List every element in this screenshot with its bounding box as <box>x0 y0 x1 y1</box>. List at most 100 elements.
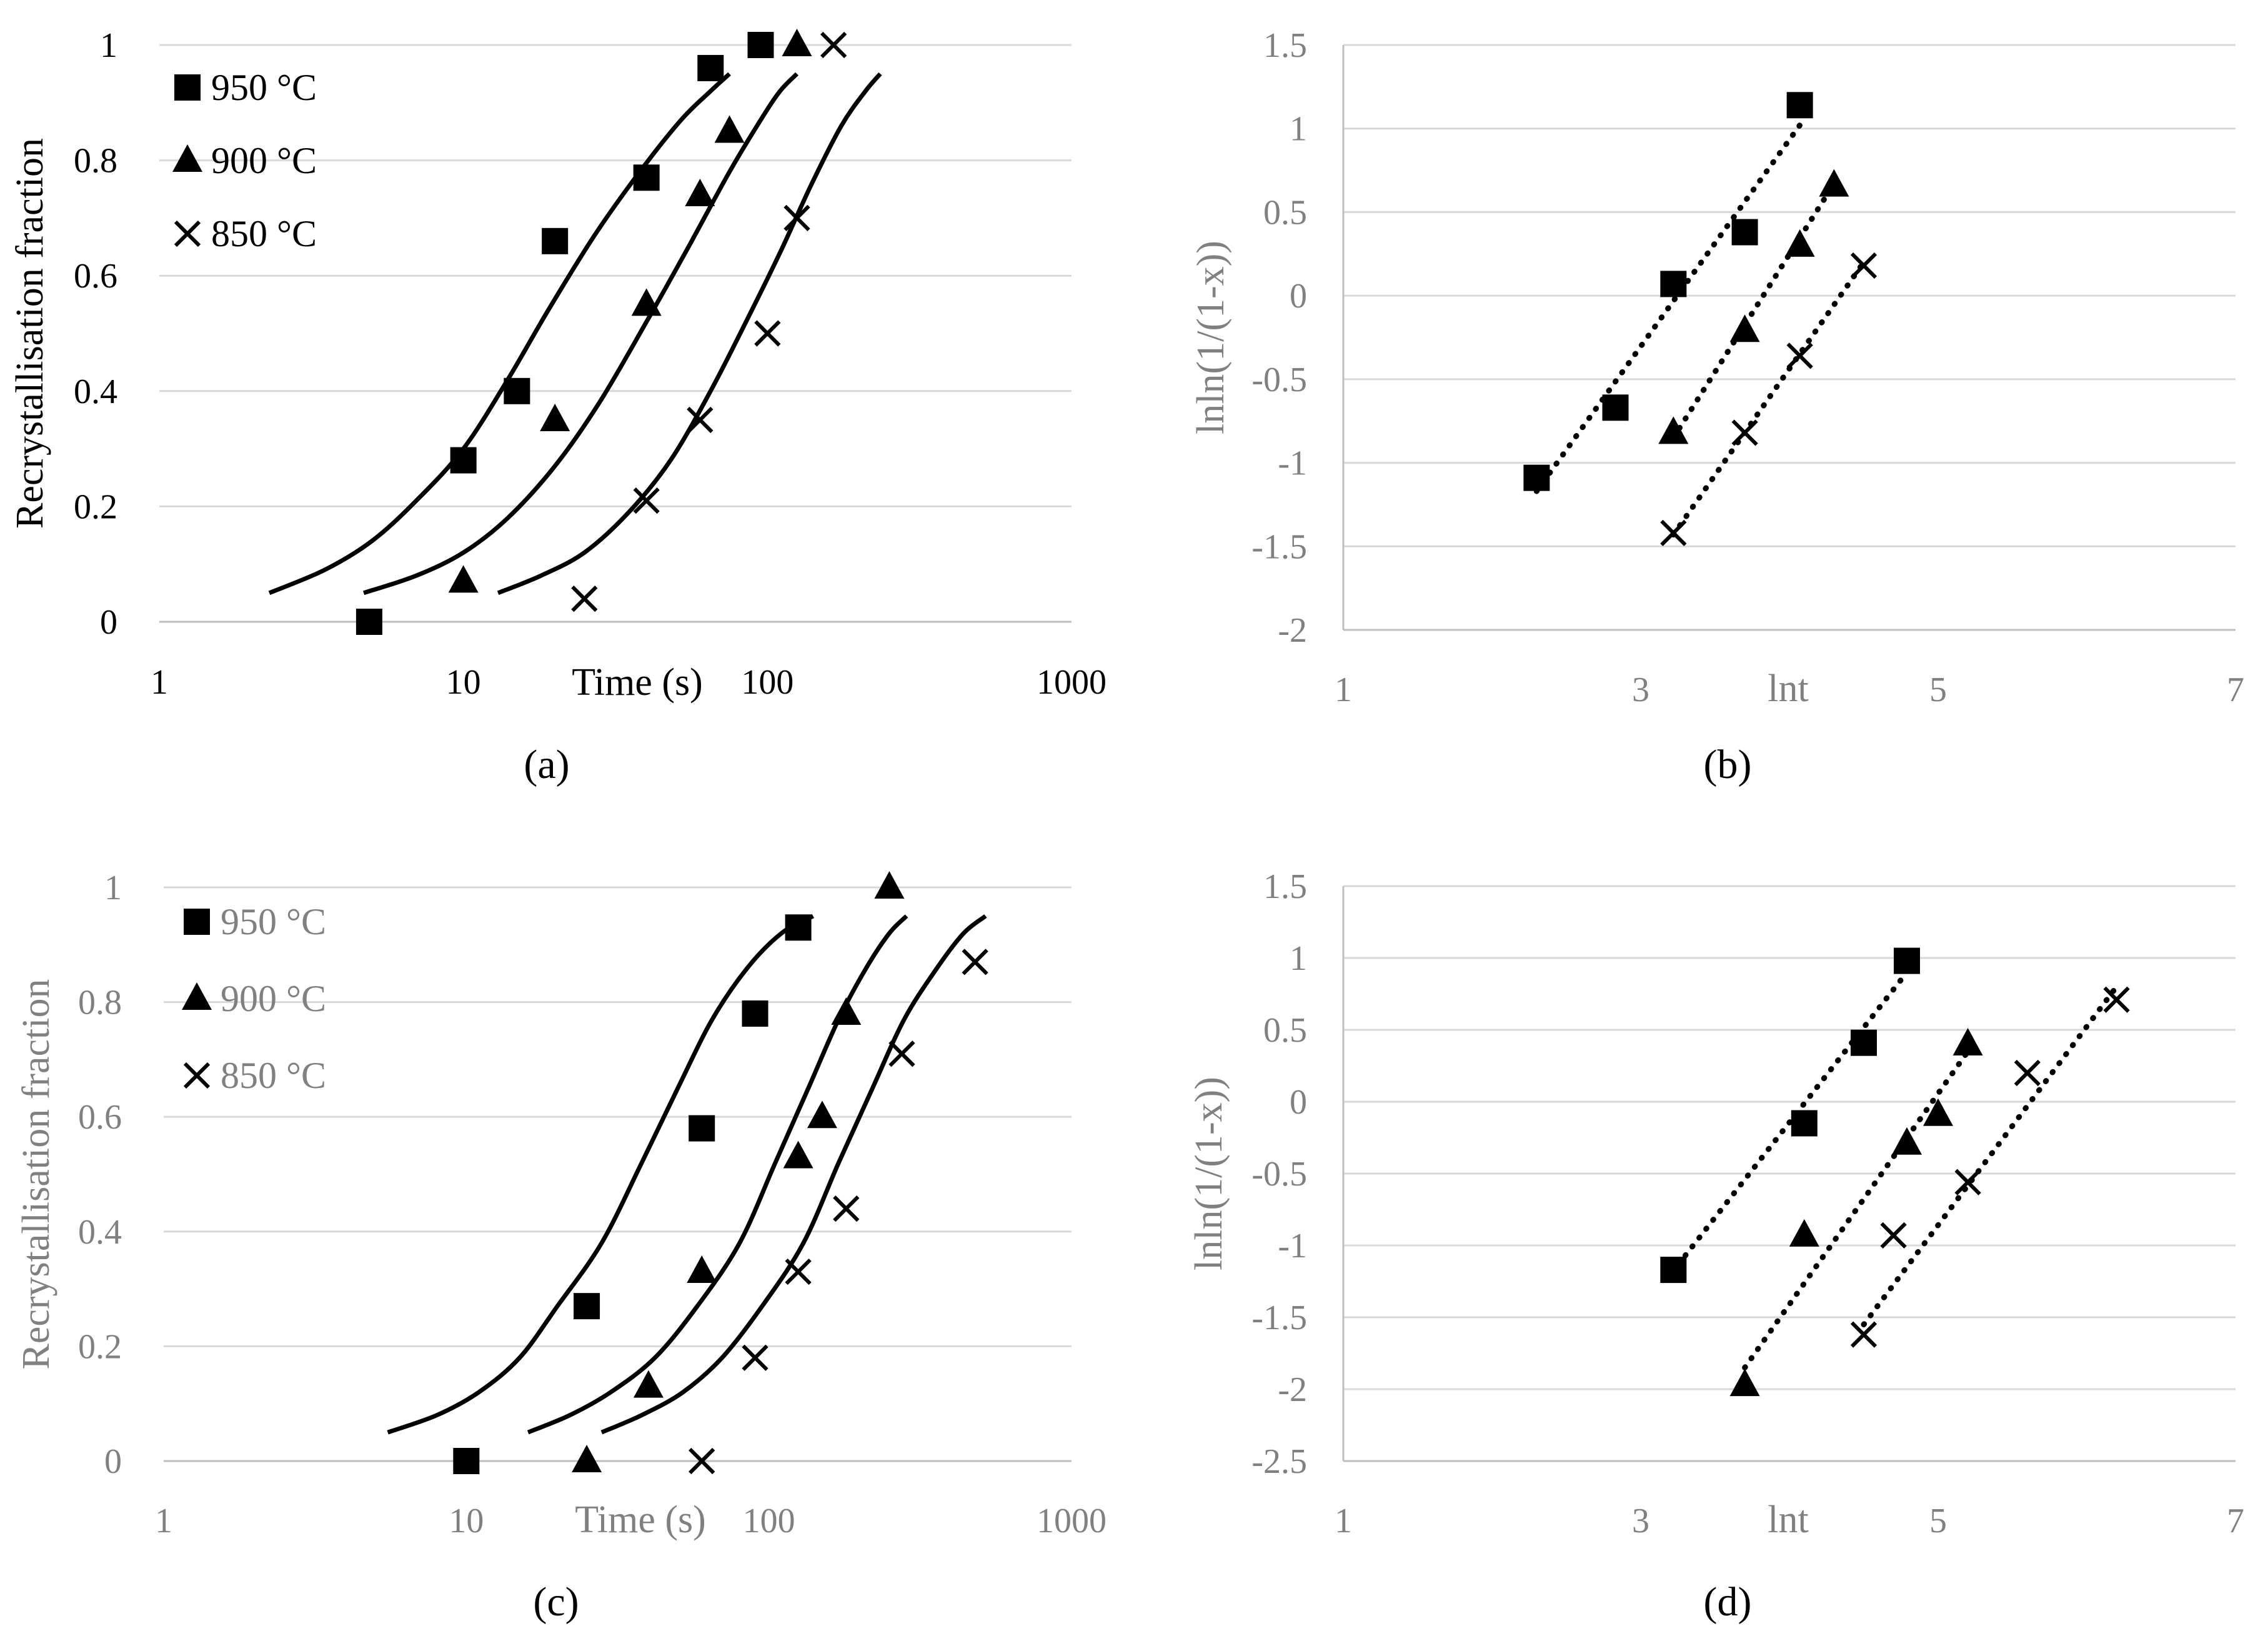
y-tick-label: -1.5 <box>1251 527 1307 566</box>
legend-marker-x <box>174 220 201 247</box>
data-point-x <box>1786 342 1813 369</box>
y-tick-label: 0 <box>100 603 117 642</box>
y-tick-label: 0.2 <box>74 487 117 526</box>
data-point-triangle <box>1784 229 1815 257</box>
data-point-square <box>542 227 569 254</box>
y-tick-label: 1 <box>100 26 117 65</box>
data-point-triangle <box>1658 416 1689 444</box>
x-tick-label: 1 <box>155 1502 172 1540</box>
fit-curve-series-0 <box>268 72 731 596</box>
x-tick-label: 1000 <box>1037 663 1107 702</box>
data-point-square <box>697 54 724 81</box>
panel-label: (c) <box>533 1579 579 1625</box>
data-point-triangle <box>807 1100 837 1129</box>
data-point-triangle <box>1923 1098 1953 1126</box>
legend-marker-triangle <box>172 144 202 172</box>
x-tick-label: 7 <box>2227 671 2244 709</box>
x-tick-label: 10 <box>446 663 481 702</box>
x-tick-label: 1 <box>1335 1502 1352 1540</box>
y-tick-label: 0.8 <box>78 984 122 1022</box>
data-point-square <box>747 32 774 58</box>
data-point-triangle <box>1729 314 1760 342</box>
chart-panel-d: -2.5 -2 -1.5 -1 -0.5 0 0.5 1 1.5 1 3 5 7 lnt lnln(1/(1… <box>1188 867 2244 1625</box>
fit-curve-series-2 <box>497 72 882 596</box>
x-tick-label: 7 <box>2227 1502 2244 1540</box>
legend-marker-x <box>183 1062 211 1089</box>
y-tick-label: 0.5 <box>1263 1011 1307 1050</box>
y-tick-label: 0 <box>1290 277 1307 316</box>
data-point-x <box>2103 986 2130 1013</box>
data-point-x <box>888 1040 915 1067</box>
y-tick-label: 0.4 <box>78 1213 122 1252</box>
y-axis-title: lnln(1/(1-x)) <box>1188 1077 1230 1270</box>
data-point-x <box>1850 252 1878 279</box>
y-tick-label: 1.5 <box>1263 26 1307 65</box>
fit-curve-series-1 <box>527 914 908 1435</box>
data-point-square <box>689 1115 715 1142</box>
y-tick-label: 1 <box>1290 110 1307 149</box>
data-point-triangle <box>1952 1028 1983 1055</box>
y-tick-label: -2 <box>1278 611 1307 650</box>
data-point-x <box>1880 1222 1907 1249</box>
panel-label: (d) <box>1704 1579 1752 1625</box>
legend-label: 950 °C <box>221 901 326 942</box>
data-point-square <box>1660 271 1687 297</box>
data-point-x <box>833 1195 860 1222</box>
data-point-triangle <box>831 997 862 1025</box>
data-point-square <box>356 609 382 635</box>
y-tick-label: 0.6 <box>74 257 117 296</box>
data-point-square <box>1731 219 1758 246</box>
data-point-x <box>633 487 660 514</box>
y-tick-label: -2.5 <box>1251 1442 1307 1481</box>
data-point-triangle <box>714 115 745 143</box>
data-point-x <box>820 31 847 59</box>
data-point-triangle <box>1789 1219 1819 1247</box>
data-point-triangle <box>1819 169 1849 197</box>
legend-label: 850 °C <box>211 213 317 254</box>
data-point-square <box>1786 92 1813 119</box>
y-tick-label: 0.4 <box>74 372 117 411</box>
y-tick-label: -0.5 <box>1251 361 1307 399</box>
fit-line-series-1 <box>1670 181 1837 441</box>
y-axis-title: Recrystallisation fraction <box>9 138 51 529</box>
y-tick-label: 0.8 <box>74 142 117 181</box>
fit-line-series-2 <box>1670 259 1867 538</box>
data-point-square <box>504 377 530 404</box>
y-tick-label: -1.5 <box>1251 1299 1307 1337</box>
chart-panel-b: -2 -1.5 -1 -0.5 0 0.5 1 1.5 1 3 5 7 lnt lnln(1/(1-x))… <box>1190 26 2244 787</box>
data-point-triangle <box>782 29 812 56</box>
chart-panel-c: 0 0.2 0.4 0.6 0.8 1 1 10 100 1000 Time (s) Recrysta… <box>15 869 1107 1625</box>
data-point-x <box>1850 1321 1878 1348</box>
data-point-x <box>962 949 988 975</box>
legend-label: 950 °C <box>211 67 317 108</box>
x-axis-title: Time (s) <box>572 661 703 704</box>
data-point-triangle <box>633 1370 664 1398</box>
data-point-x <box>689 1447 715 1475</box>
x-tick-label: 100 <box>741 663 793 702</box>
x-tick-label: 100 <box>743 1502 795 1540</box>
data-point-square <box>450 447 477 474</box>
data-point-x <box>754 320 781 347</box>
y-tick-label: -1 <box>1278 1227 1307 1265</box>
data-point-square <box>1791 1110 1818 1137</box>
x-tick-label: 3 <box>1632 1502 1649 1540</box>
data-point-square <box>1660 1257 1687 1284</box>
data-point-square <box>1851 1029 1877 1056</box>
data-point-x <box>742 1344 768 1371</box>
data-point-x <box>1731 419 1758 446</box>
data-point-square <box>633 164 660 191</box>
fit-line-series-1 <box>1742 1049 1971 1370</box>
legend-marker-triangle <box>182 982 212 1010</box>
data-point-x <box>687 406 714 434</box>
data-point-square <box>453 1448 480 1474</box>
x-tick-label: 10 <box>449 1502 484 1540</box>
y-axis-title: lnln(1/(1-x)) <box>1190 241 1232 434</box>
data-point-triangle <box>1729 1369 1760 1397</box>
panel-label: (b) <box>1704 742 1752 787</box>
data-point-triangle <box>874 871 905 899</box>
y-tick-label: 0 <box>104 1442 122 1481</box>
data-point-x <box>785 1258 812 1285</box>
x-tick-label: 5 <box>1929 671 1947 709</box>
data-point-x <box>783 204 810 232</box>
